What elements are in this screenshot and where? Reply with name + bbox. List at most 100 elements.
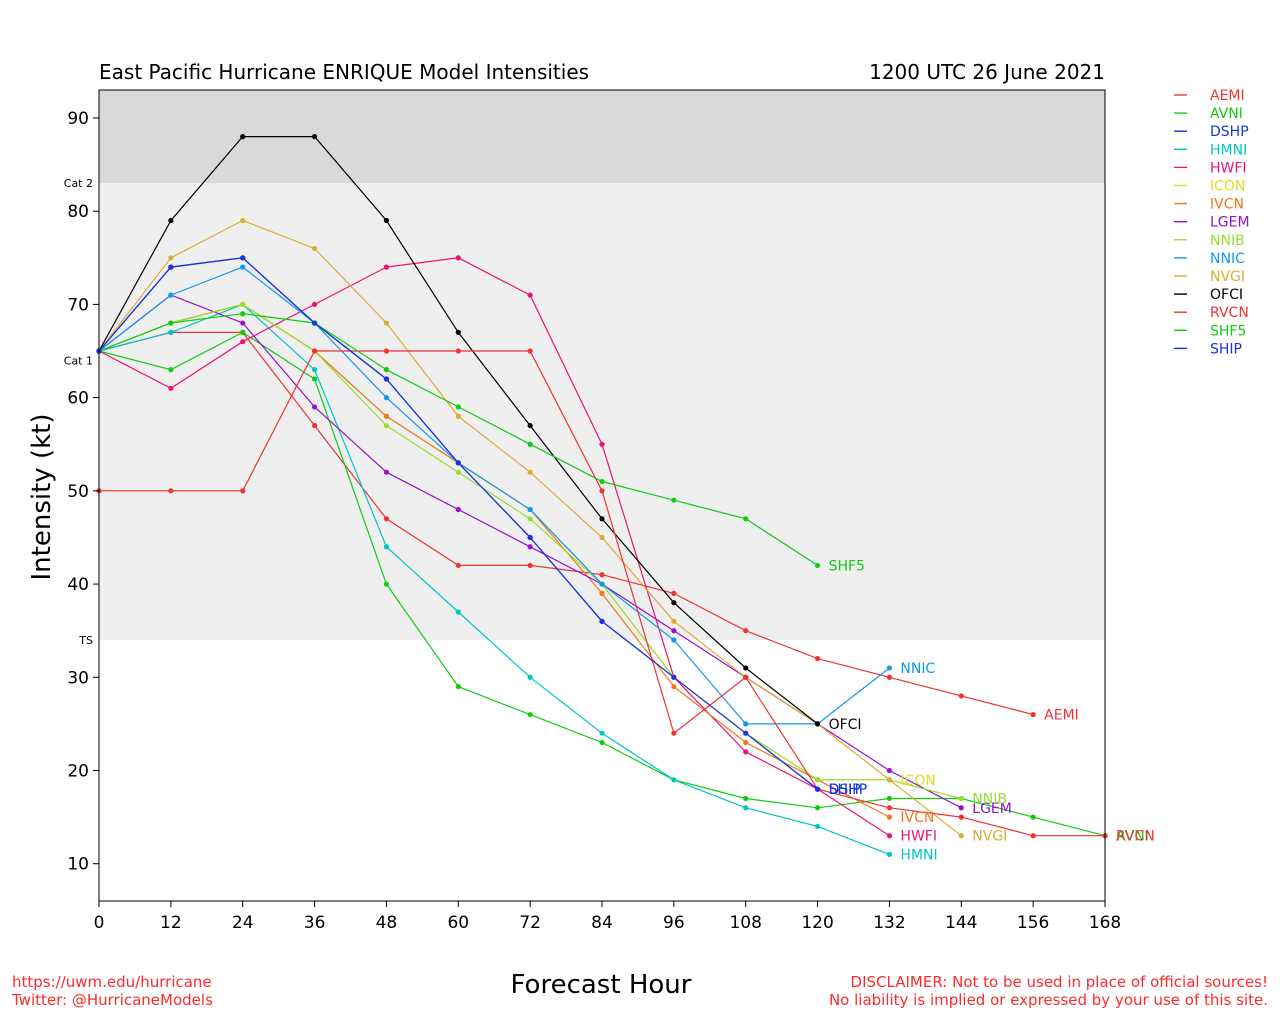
x-tick-label-48: 48 <box>376 913 398 933</box>
legend-item-ship: SHIP <box>1174 341 1242 357</box>
end-label-nnic: NNIC <box>900 661 935 677</box>
band-label-cat-2: Cat 2 <box>64 177 93 190</box>
point-nnic-84 <box>599 581 605 587</box>
legend-item-rvcn: RVCN <box>1174 305 1249 321</box>
series-layer <box>96 134 1108 857</box>
end-label-nvgi: NVGI <box>972 829 1007 845</box>
end-label-nnib: NNIB <box>972 791 1007 807</box>
legend-item-nvgi: NVGI <box>1174 269 1245 285</box>
point-rvcn-12 <box>168 488 174 494</box>
point-avni-132 <box>886 795 893 802</box>
y-tick-label-40: 40 <box>67 575 89 595</box>
series-line-aemi <box>98 331 1034 716</box>
point-rvcn-144 <box>958 814 964 820</box>
legend-label-dshp: DSHP <box>1210 124 1249 140</box>
footer-left: https://uwm.edu/hurricane Twitter: @Hurr… <box>12 973 213 1009</box>
chart-title: East Pacific Hurricane ENRIQUE Model Int… <box>99 60 589 84</box>
end-label-hwfi: HWFI <box>900 829 937 845</box>
point-shf5-108 <box>743 516 749 522</box>
point-hmni-36 <box>311 367 318 373</box>
series-line-hwfi <box>98 257 890 837</box>
end-label-dshp: DSHP <box>829 782 868 798</box>
point-avni-108 <box>743 795 749 802</box>
legend-item-icon: ICON <box>1174 179 1245 195</box>
end-label-rvcn: RVCN <box>1116 829 1155 845</box>
end-label-ivcn: IVCN <box>900 810 934 826</box>
legend-item-avni: AVNI <box>1174 106 1243 122</box>
point-hmni-132 <box>886 851 893 857</box>
legend-item-nnib: NNIB <box>1174 233 1245 249</box>
point-avni-120 <box>814 805 821 811</box>
legend-label-nnib: NNIB <box>1210 233 1245 249</box>
legend-label-icon: ICON <box>1210 179 1245 195</box>
x-tick-label-72: 72 <box>519 913 541 933</box>
point-shf5-72 <box>527 441 533 447</box>
point-avni-48 <box>383 581 390 587</box>
band-1 <box>99 183 1105 361</box>
point-lgem-72 <box>527 544 533 550</box>
point-rvcn-36 <box>311 348 318 354</box>
point-nnic-96 <box>671 637 677 643</box>
point-shf5-120 <box>814 562 821 569</box>
point-nvgi-96 <box>671 618 677 624</box>
disclaimer-line-1: DISCLAIMER: Not to be used in place of o… <box>850 973 1268 991</box>
point-lgem-144 <box>958 805 964 811</box>
footer-url[interactable]: https://uwm.edu/hurricane <box>12 973 212 991</box>
point-nvgi-132 <box>886 777 893 783</box>
legend-item-ofci: OFCI <box>1174 287 1243 303</box>
end-label-lgem: LGEM <box>972 801 1012 817</box>
point-aemi-156 <box>1030 711 1036 718</box>
end-label-shf5: SHF5 <box>829 558 865 574</box>
point-ship-36 <box>311 320 318 326</box>
y-tick-label-70: 70 <box>67 295 89 315</box>
x-tick-label-36: 36 <box>304 913 326 933</box>
legend-label-ship: SHIP <box>1210 341 1242 357</box>
point-avni-84 <box>599 739 605 746</box>
x-tick-label-60: 60 <box>447 913 469 933</box>
point-hmni-12 <box>168 329 174 335</box>
point-ofci-24 <box>240 134 246 140</box>
category-band-labels: Cat 2 Cat 1 TS <box>64 177 93 647</box>
point-ship-96 <box>671 674 677 680</box>
point-nnic-132 <box>886 665 893 671</box>
point-hmni-72 <box>527 674 533 680</box>
point-ivcn-132 <box>886 814 893 820</box>
x-tick-label-156: 156 <box>1017 913 1049 933</box>
y-tick-label-50: 50 <box>67 482 89 502</box>
point-nvgi-144 <box>958 833 964 839</box>
legend-label-nvgi: NVGI <box>1210 269 1245 285</box>
point-ofci-48 <box>383 217 390 224</box>
legend-label-rvcn: RVCN <box>1210 305 1249 321</box>
point-lgem-48 <box>383 469 390 475</box>
footer-disclaimer: DISCLAIMER: Not to be used in place of o… <box>829 973 1268 1009</box>
footer-twitter[interactable]: Twitter: @HurricaneModels <box>12 991 213 1009</box>
point-ofci-36 <box>311 134 318 140</box>
end-label-ofci: OFCI <box>829 717 862 733</box>
legend-item-aemi: AEMI <box>1174 88 1245 104</box>
point-aemi-36 <box>311 422 318 429</box>
point-nnic-48 <box>383 395 390 401</box>
series-line-nnic <box>98 266 890 725</box>
point-lgem-132 <box>886 767 893 774</box>
point-hwfi-72 <box>527 292 533 298</box>
point-lgem-96 <box>671 628 677 634</box>
point-hmni-120 <box>814 823 821 830</box>
legend-item-shf5: SHF5 <box>1174 323 1246 339</box>
x-tick-label-96: 96 <box>663 913 685 933</box>
y-tick-label-60: 60 <box>67 389 89 409</box>
x-tick-label-84: 84 <box>591 913 613 933</box>
point-nvgi-36 <box>311 245 318 252</box>
point-shf5-12 <box>168 320 174 326</box>
y-axis: 10 20 30 40 50 60 70 80 90 <box>67 109 99 875</box>
y-tick-label-20: 20 <box>67 761 89 781</box>
point-hmni-96 <box>671 777 677 783</box>
point-ivcn-48 <box>383 413 390 419</box>
point-nvgi-84 <box>599 534 605 541</box>
x-tick-label-132: 132 <box>873 913 905 933</box>
point-hwfi-48 <box>383 264 390 270</box>
point-ofci-72 <box>527 422 533 429</box>
point-ofci-108 <box>743 665 749 671</box>
series-hwfi <box>96 255 893 839</box>
point-ship-48 <box>383 376 390 382</box>
